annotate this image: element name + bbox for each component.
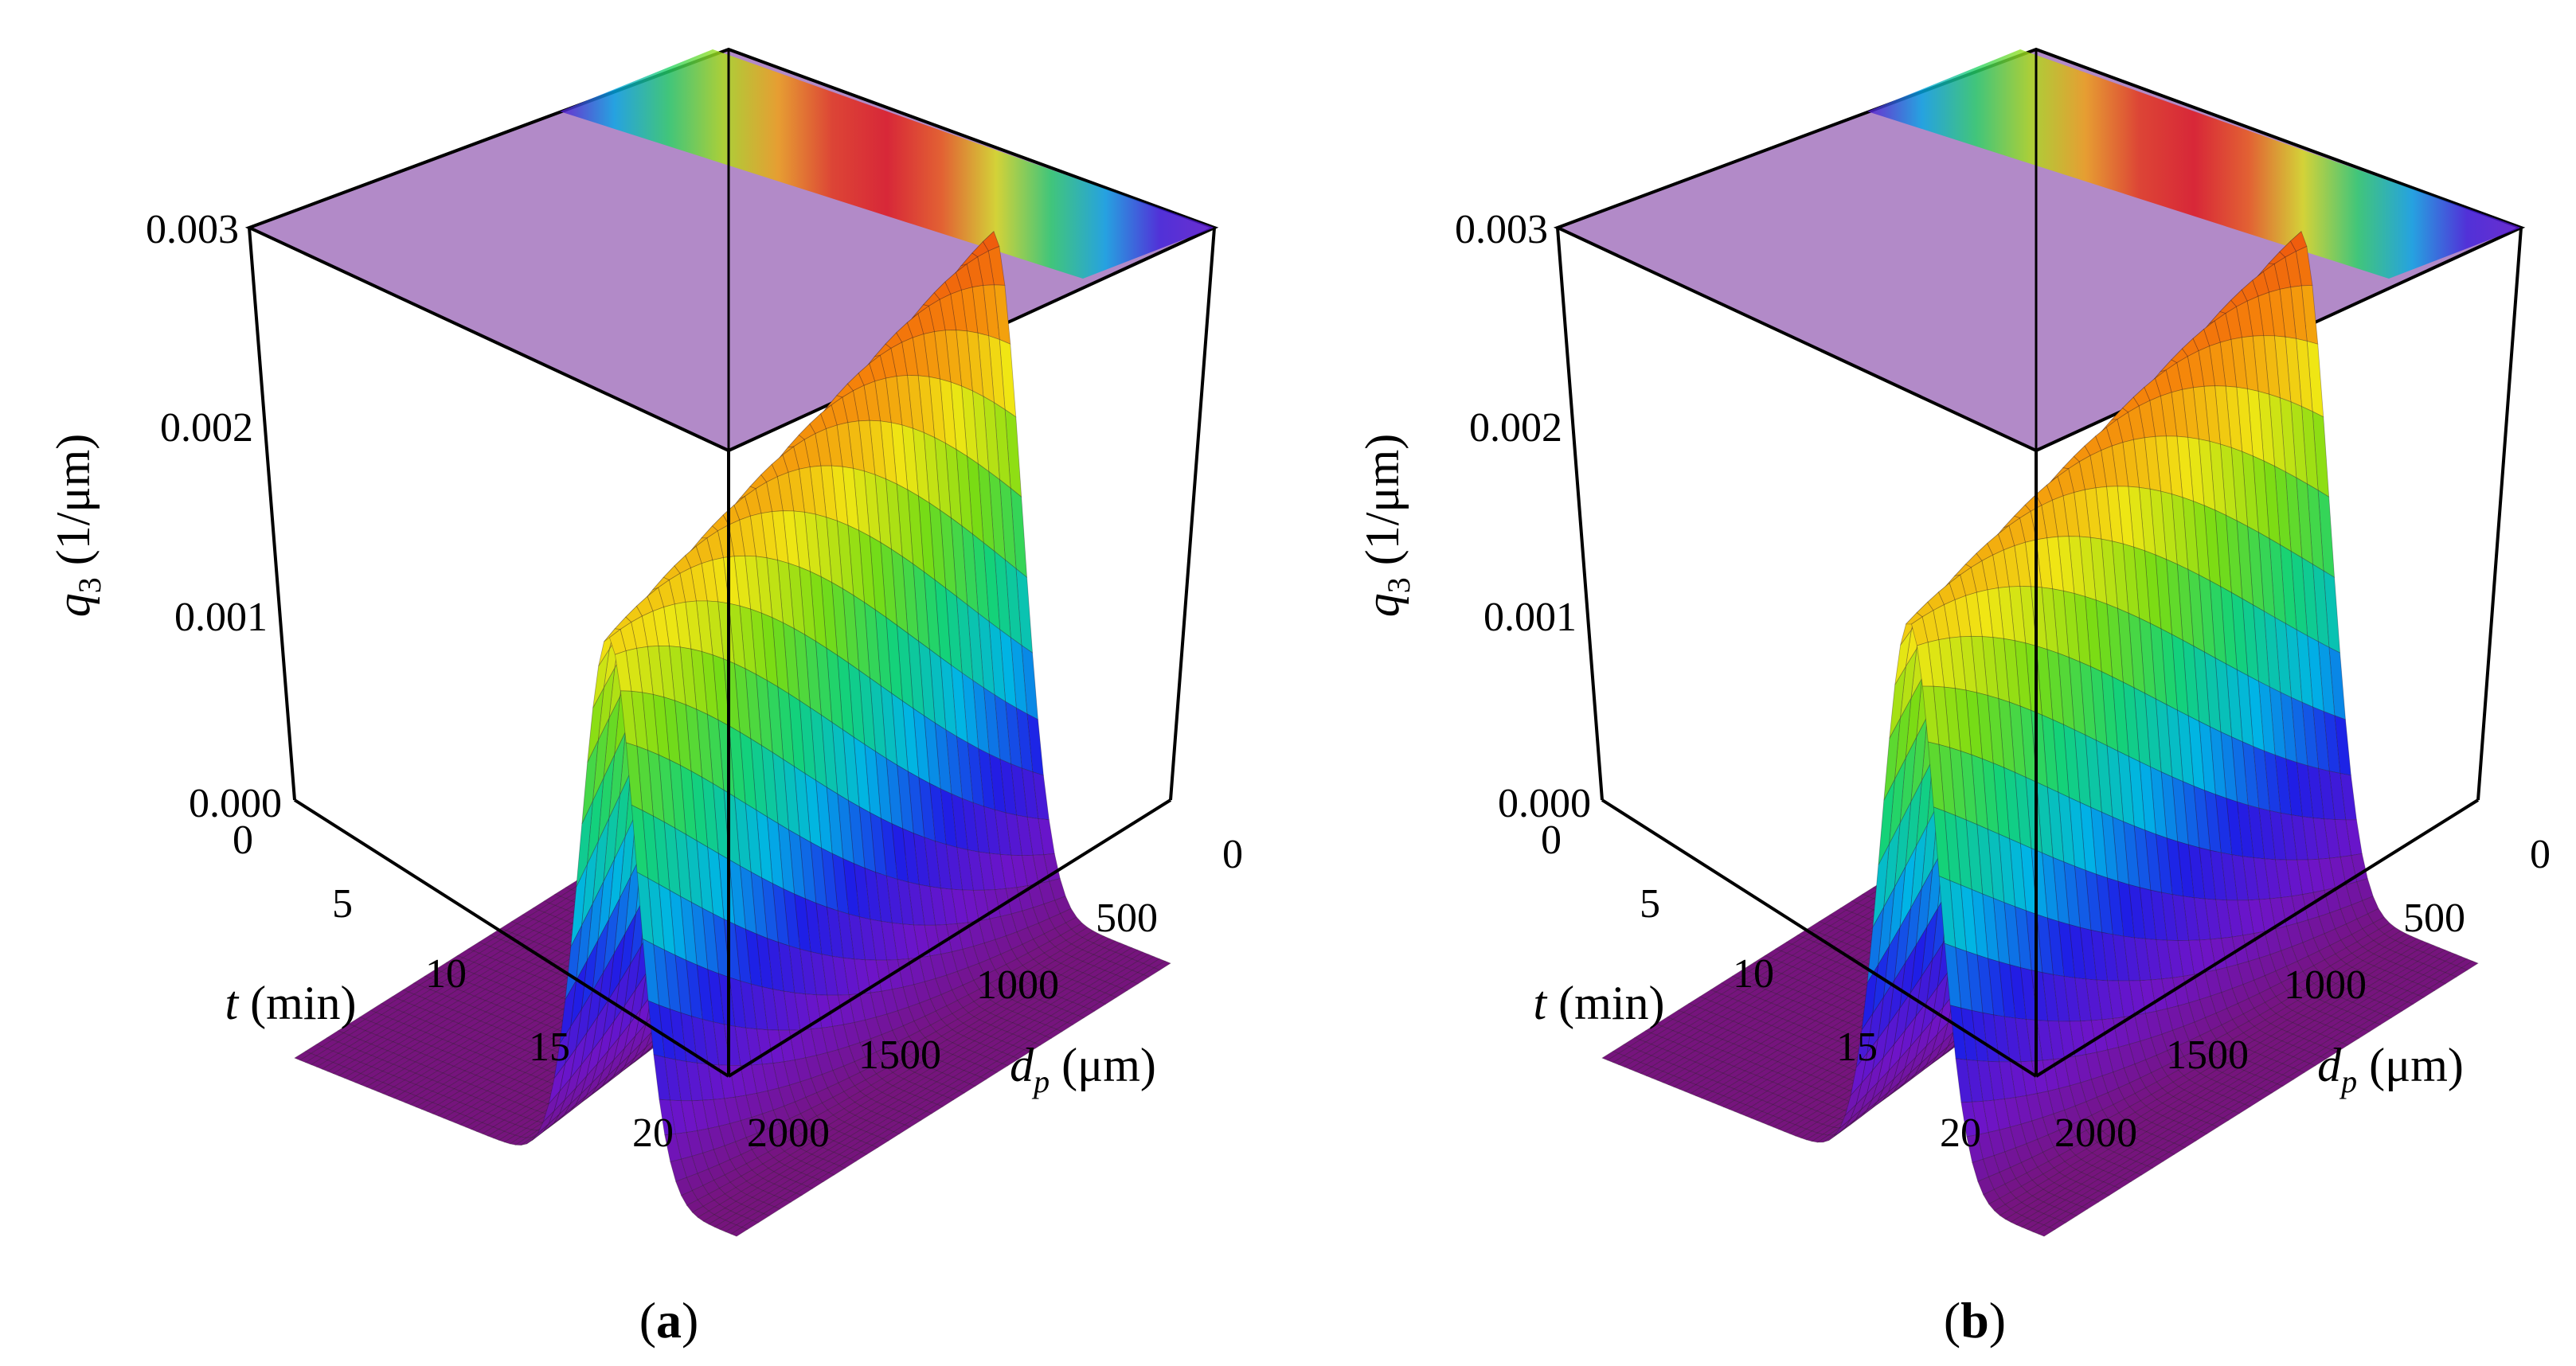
left-vertical-edge: [248, 227, 296, 801]
z-tick-label: 0.001: [174, 595, 268, 640]
t-tick-label: 0: [233, 818, 253, 863]
t-tick-label: 15: [529, 1024, 570, 1070]
d-tick-label: 1000: [976, 962, 1059, 1008]
panel-a: 0.003 0.002 0.001 0.000 q3 (1/μm) 0 5 10…: [47, 47, 1243, 1348]
top-projection-bands: [560, 49, 1214, 279]
z-tick-label: 0.002: [160, 405, 253, 451]
z-axis-label: q3 (1/μm): [47, 434, 107, 617]
t-axis-label: t (min): [225, 977, 357, 1029]
t-tick-label: 10: [425, 951, 467, 997]
d-tick-label: 500: [1096, 896, 1158, 941]
t-tick-label: 20: [632, 1110, 674, 1156]
d-axis-label: dp (μm): [1010, 1039, 1156, 1099]
d-tick-label: 2000: [747, 1110, 830, 1156]
z-tick-label: 0.003: [146, 207, 239, 252]
surface: [294, 230, 1171, 1237]
panel-label-a: (a): [639, 1292, 699, 1348]
right-vertical-edge: [1169, 227, 1216, 801]
z-axis-ticks: 0.003 0.002 0.001 0.000: [146, 207, 282, 826]
t-tick-label: 5: [332, 881, 353, 927]
d-tick-label: 1500: [858, 1032, 941, 1078]
d-tick-label: 0: [1222, 832, 1243, 877]
panel-b: 0.003 0.002 0.001 0.000 q3 (1/μm) 0 5 10…: [1356, 47, 2551, 1348]
